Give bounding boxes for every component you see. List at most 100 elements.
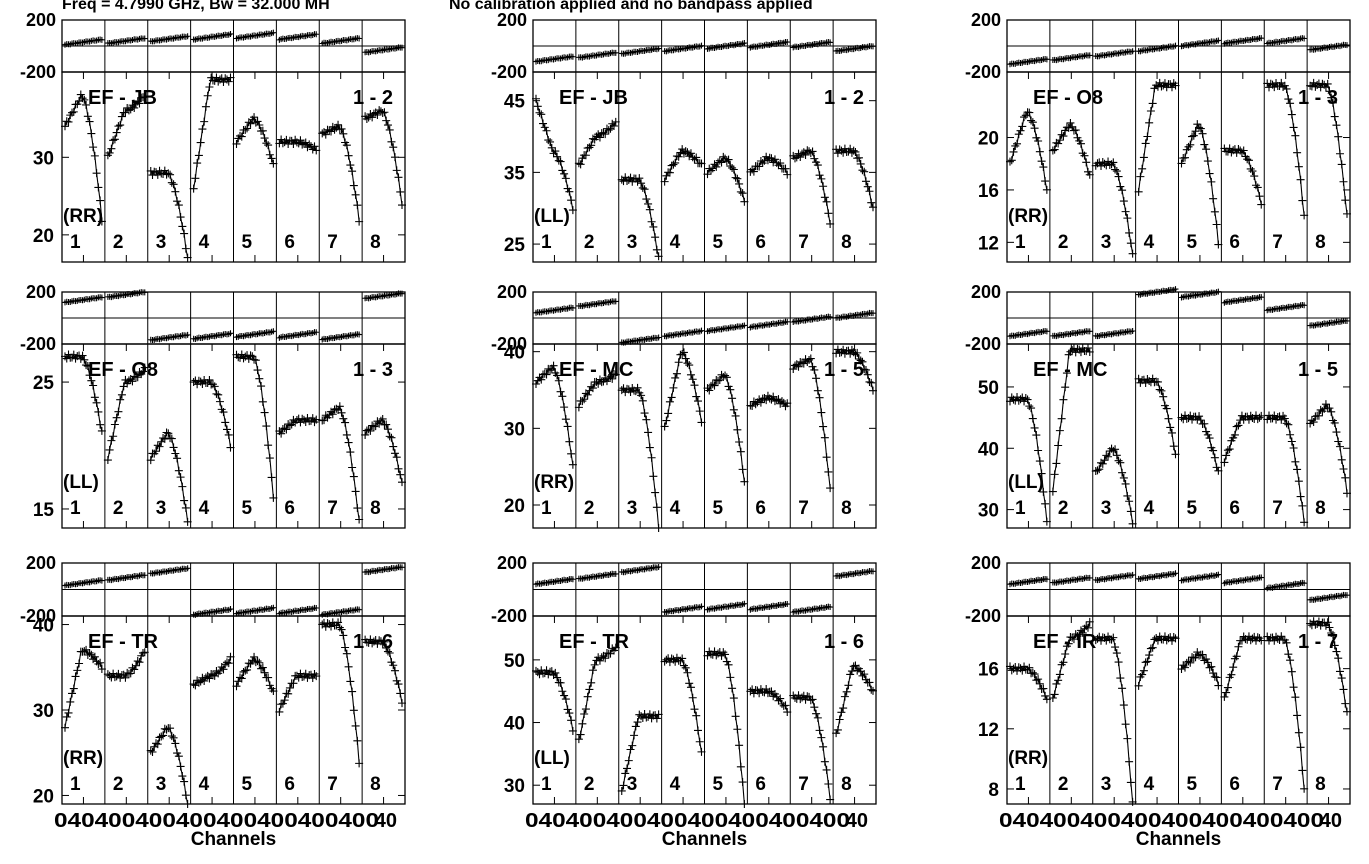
channel-label: 2 xyxy=(584,232,595,253)
channel-label: 1 xyxy=(70,498,81,519)
channel-label: 4 xyxy=(199,774,210,795)
channel-label: 6 xyxy=(284,498,295,519)
baseline-pair: 1 - 6 xyxy=(824,631,864,653)
amplitude-markers xyxy=(318,618,364,768)
amplitude-markers xyxy=(746,391,792,411)
phase-markers xyxy=(747,600,791,613)
amplitude-markers xyxy=(1091,157,1137,258)
amp-tick-label: 30 xyxy=(504,776,525,797)
phase-markers xyxy=(1221,574,1265,587)
amplitude-markers xyxy=(746,152,792,179)
phase-markers xyxy=(190,30,234,43)
channel-label: 4 xyxy=(1144,774,1155,795)
polarization-label: (LL) xyxy=(63,472,99,493)
phase-tick-label: 200 xyxy=(497,10,527,30)
channel-label: 4 xyxy=(199,498,210,519)
phase-markers xyxy=(62,577,105,589)
baseline-label: EF - O8 xyxy=(1033,87,1103,109)
amplitude-markers xyxy=(789,146,835,228)
amplitude-markers xyxy=(1048,344,1094,496)
polarization-label: (RR) xyxy=(1008,206,1048,227)
amplitude-trace xyxy=(364,417,403,483)
channel-label: 4 xyxy=(199,232,210,253)
phase-tick-label: -200 xyxy=(965,334,1001,354)
channel-label: 6 xyxy=(755,232,766,253)
phase-markers xyxy=(704,322,748,335)
amplitude-trace xyxy=(707,373,745,482)
phase-tick-label: 200 xyxy=(26,553,56,573)
channel-label: 2 xyxy=(113,774,124,795)
channel-label: 1 xyxy=(70,232,81,253)
amplitude-trace xyxy=(1138,81,1176,192)
channel-label: 2 xyxy=(113,498,124,519)
baseline-label: EF - JB xyxy=(88,87,157,109)
phase-markers xyxy=(833,309,876,321)
amplitude-trace xyxy=(835,664,874,734)
amplitude-trace xyxy=(1309,81,1348,214)
amplitude-markers xyxy=(1220,144,1266,209)
amplitude-markers xyxy=(146,724,192,808)
amp-tick-label: 40 xyxy=(504,714,525,735)
amplitude-markers xyxy=(275,669,321,716)
amplitude-trace xyxy=(150,169,189,258)
amplitude-markers xyxy=(189,73,235,193)
phase-markers xyxy=(62,36,105,48)
phase-markers xyxy=(276,31,320,43)
phase-markers xyxy=(1049,328,1093,340)
baseline-pair: 1 - 5 xyxy=(824,359,864,381)
phase-markers xyxy=(233,604,277,617)
channel-label: 5 xyxy=(713,774,724,795)
channel-label: 1 xyxy=(1015,774,1026,795)
amp-tick-label: 8 xyxy=(988,780,999,801)
channel-label: 3 xyxy=(627,774,638,795)
amplitude-markers xyxy=(1306,617,1351,716)
baseline-label: EF - JB xyxy=(559,87,628,109)
baseline-panel: 200 -200 25 15 1 2 3 4 5 6 7 8 EF - O8 1 - 3 (LL) xyxy=(20,282,406,529)
phase-markers xyxy=(362,290,405,302)
phase-markers xyxy=(1178,288,1222,301)
phase-markers xyxy=(104,35,148,47)
polarization-label: (LL) xyxy=(1008,472,1044,493)
amplitude-markers xyxy=(660,348,706,431)
amplitude-markers xyxy=(1134,632,1180,690)
channel-label: 1 xyxy=(541,498,552,519)
channel-label: 8 xyxy=(1315,774,1326,795)
phase-markers xyxy=(1221,294,1265,306)
channel-label: 4 xyxy=(670,774,681,795)
amplitude-markers xyxy=(1220,632,1266,701)
amplitude-markers xyxy=(361,106,406,210)
polarization-label: (LL) xyxy=(534,748,570,769)
baseline-panel: 200 -200 50 40 30 1 2 3 4 5 6 7 8 EF - TR 1 - 6 (LL) 040… xyxy=(491,553,877,850)
amplitude-markers xyxy=(1177,411,1223,475)
amplitude-markers xyxy=(189,375,235,452)
channel-label: 8 xyxy=(841,232,852,253)
polarization-label: (LL) xyxy=(534,206,570,227)
amplitude-markers xyxy=(703,152,749,206)
phase-markers xyxy=(533,575,576,588)
amp-tick-label: 40 xyxy=(33,616,54,637)
phase-markers xyxy=(1264,579,1308,592)
channel-label: 6 xyxy=(284,774,295,795)
channel-label: 7 xyxy=(798,232,809,253)
amplitude-trace xyxy=(1052,121,1091,176)
channel-label: 5 xyxy=(713,232,724,253)
baseline-panel: 200 -200 30 20 1 2 3 4 5 6 7 8 EF - JB 1 - 2 (RR) xyxy=(20,10,406,263)
channel-label: 3 xyxy=(156,498,167,519)
phase-markers xyxy=(1007,328,1050,340)
amp-tick-label: 20 xyxy=(978,129,999,150)
amplitude-trace xyxy=(64,92,103,222)
phase-markers xyxy=(575,298,619,310)
amplitude-markers xyxy=(660,145,706,186)
phase-markers xyxy=(147,565,191,577)
phase-markers xyxy=(1092,571,1136,584)
amplitude-trace xyxy=(107,367,146,461)
amplitude-trace xyxy=(706,155,745,202)
amplitude-markers xyxy=(532,94,577,215)
amp-tick-label: 25 xyxy=(504,235,526,256)
channel-label: 6 xyxy=(1229,774,1240,795)
channel-label: 7 xyxy=(798,774,809,795)
amp-tick-label: 50 xyxy=(978,378,999,399)
phase-markers xyxy=(618,45,662,57)
